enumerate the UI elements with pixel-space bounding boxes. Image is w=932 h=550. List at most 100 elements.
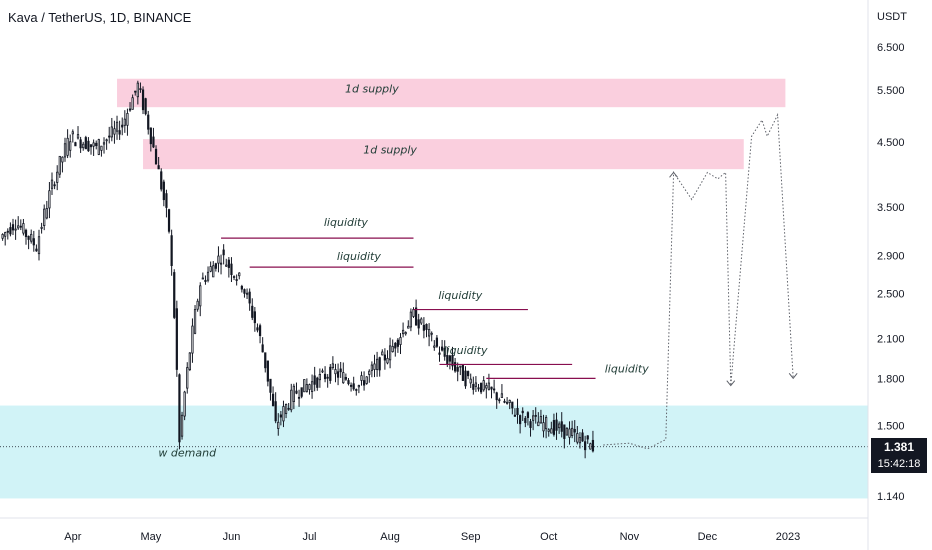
candle-body <box>287 407 290 410</box>
candle-body <box>102 142 106 145</box>
supply-label-lower: 1d supply <box>363 144 417 157</box>
candle-body <box>448 355 452 362</box>
candle-body <box>524 417 527 424</box>
liquidity-label-1: liquidity <box>324 216 368 229</box>
candle-body <box>586 435 589 440</box>
candle-body <box>534 414 537 417</box>
candle-body <box>352 383 355 390</box>
candle-body <box>313 375 316 385</box>
candle-body <box>310 381 314 392</box>
candle-body <box>321 370 324 373</box>
candle-body <box>264 352 267 369</box>
candle-body <box>245 292 249 295</box>
candle-body <box>84 137 87 150</box>
month-tick-6: Oct <box>540 531 557 543</box>
candle-body <box>32 238 35 246</box>
candle-body <box>485 385 488 389</box>
candle-body <box>539 416 543 424</box>
candle-body <box>269 378 272 393</box>
price-tick-0: 6.500 <box>877 42 905 54</box>
candle-body <box>373 363 376 370</box>
candle-body <box>66 137 69 156</box>
chart-title: Kava / TetherUS, 1D, BINANCE <box>8 10 192 25</box>
candle-body <box>339 368 342 373</box>
candle-body <box>440 346 444 351</box>
candle-body <box>404 332 407 335</box>
candle-body <box>487 382 491 390</box>
candle-body <box>134 90 137 93</box>
candle-body <box>225 264 228 267</box>
month-tick-7: Nov <box>620 531 640 543</box>
candle-body <box>420 318 423 324</box>
candle-body <box>568 428 571 438</box>
candle-body <box>305 384 308 392</box>
candle-body <box>58 155 61 175</box>
candle-body <box>271 393 275 407</box>
candle-body <box>258 325 262 337</box>
candle-body <box>412 309 415 317</box>
candle-body <box>266 360 269 382</box>
candle-body <box>35 248 38 252</box>
candle-body <box>297 396 301 399</box>
candle-body <box>123 118 126 126</box>
candle-body <box>282 406 285 422</box>
candle-body <box>375 358 379 370</box>
candle-body <box>521 410 524 414</box>
liquidity-label-5: liquidity <box>605 363 649 376</box>
candle-body <box>300 387 303 397</box>
candle-body <box>230 263 233 276</box>
candle-body <box>188 352 191 370</box>
candle-body <box>1 234 4 239</box>
candle-body <box>173 272 176 318</box>
candle-body <box>274 401 277 422</box>
candle-body <box>253 311 256 324</box>
candle-body <box>30 233 33 242</box>
candle-body <box>558 423 561 429</box>
candle-body <box>344 377 347 380</box>
candle-body <box>40 226 43 229</box>
candle-body <box>238 272 241 277</box>
candle-body <box>9 227 12 235</box>
candle-body <box>331 363 334 369</box>
candle-body <box>100 145 103 151</box>
candle-body <box>50 179 54 189</box>
candle-body <box>355 389 358 391</box>
zones-layer <box>0 78 868 499</box>
candle-body <box>503 400 506 403</box>
candle-body <box>456 366 459 372</box>
candle-body <box>466 371 470 377</box>
candle-body <box>516 407 519 415</box>
candle-body <box>433 345 436 348</box>
candle-body <box>248 291 251 304</box>
candle-body <box>115 121 119 132</box>
candle-body <box>563 424 566 439</box>
candle-body <box>573 429 576 433</box>
candle-body <box>37 236 41 255</box>
candle-body <box>22 223 25 234</box>
candle-body <box>180 414 184 437</box>
candle-body <box>513 414 517 417</box>
price-tick-3: 3.500 <box>877 202 905 214</box>
candle-body <box>560 421 563 432</box>
candle-body <box>154 148 158 165</box>
candle-body <box>214 263 217 269</box>
last-price-tag: 1.381 <box>871 437 927 456</box>
demand-label: w demand <box>158 446 217 459</box>
candle-body <box>131 97 134 110</box>
candle-body <box>196 300 199 310</box>
candle-body <box>495 392 498 401</box>
candle-body <box>186 367 189 389</box>
candle-body <box>334 369 337 375</box>
candle-body <box>191 325 194 354</box>
candle-body <box>425 324 428 330</box>
price-tick-8: 1.500 <box>877 420 905 432</box>
candle-body <box>121 124 124 128</box>
candle-body <box>414 307 418 326</box>
candle-body <box>336 371 340 378</box>
candle-body <box>388 345 392 361</box>
candle-body <box>383 354 387 361</box>
currency-label: USDT <box>877 11 907 23</box>
candle-body <box>365 376 368 384</box>
candle-body <box>243 289 246 294</box>
